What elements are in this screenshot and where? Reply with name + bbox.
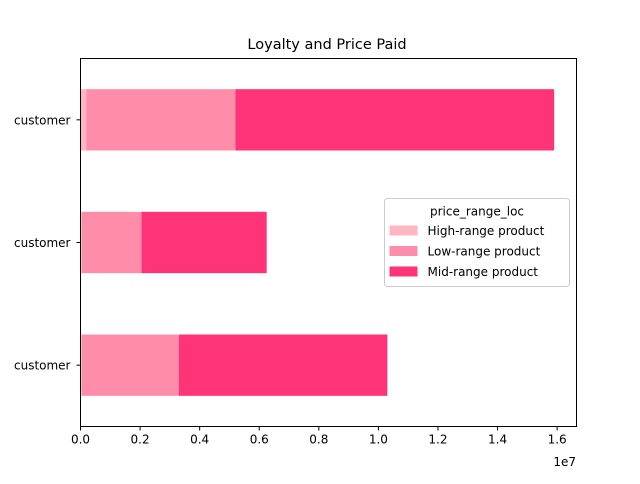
x-tick-label-5: 0.8	[309, 433, 328, 447]
bar-2-series-3	[141, 211, 267, 274]
y-tick-label-2: customer	[14, 236, 71, 250]
legend-box	[384, 198, 570, 287]
y-axis: customer customer customer	[14, 113, 81, 373]
bar-1-series-2	[86, 89, 236, 151]
legend-label-3: Mid-range product	[428, 265, 539, 279]
x-tick-label-3: 0.4	[190, 433, 209, 447]
x-tick-label-6: 1.0	[369, 433, 388, 447]
bar-3-series-1	[80, 334, 82, 396]
bar-3-series-3	[178, 334, 388, 396]
legend: price_range_loc High-range product Low-ran…	[384, 198, 570, 287]
x-axis-offset-label: 1e7	[553, 455, 576, 469]
bar-3-series-2	[81, 334, 179, 396]
legend-label-1: High-range product	[428, 224, 545, 238]
x-tick-label-4: 0.6	[250, 433, 269, 447]
bar-2-series-2	[81, 211, 142, 274]
x-tick-label-2: 0.2	[131, 433, 150, 447]
y-tick-label-1: customer	[14, 113, 71, 127]
x-tick-label-7: 1.2	[428, 433, 447, 447]
bar-1-series-3	[235, 89, 555, 151]
x-tick-label-9: 1.6	[548, 433, 567, 447]
legend-swatch-2	[389, 246, 418, 256]
x-tick-label-8: 1.4	[488, 433, 507, 447]
bar-1-series-1	[80, 89, 87, 151]
bars-layer	[80, 89, 555, 396]
chart-title: Loyalty and Price Paid	[247, 37, 406, 53]
y-tick-label-3: customer	[14, 359, 71, 373]
legend-swatch-1	[389, 225, 418, 236]
legend-title: price_range_loc	[430, 205, 524, 219]
bar-2-series-1	[80, 211, 82, 274]
x-tick-label-1: 0.0	[71, 433, 90, 447]
legend-label-2: Low-range product	[428, 245, 541, 259]
x-axis: 0.0 0.2 0.4 0.6 0.8 1.0 1.2 1.4 1.6	[71, 426, 567, 447]
legend-swatch-3	[389, 266, 418, 277]
